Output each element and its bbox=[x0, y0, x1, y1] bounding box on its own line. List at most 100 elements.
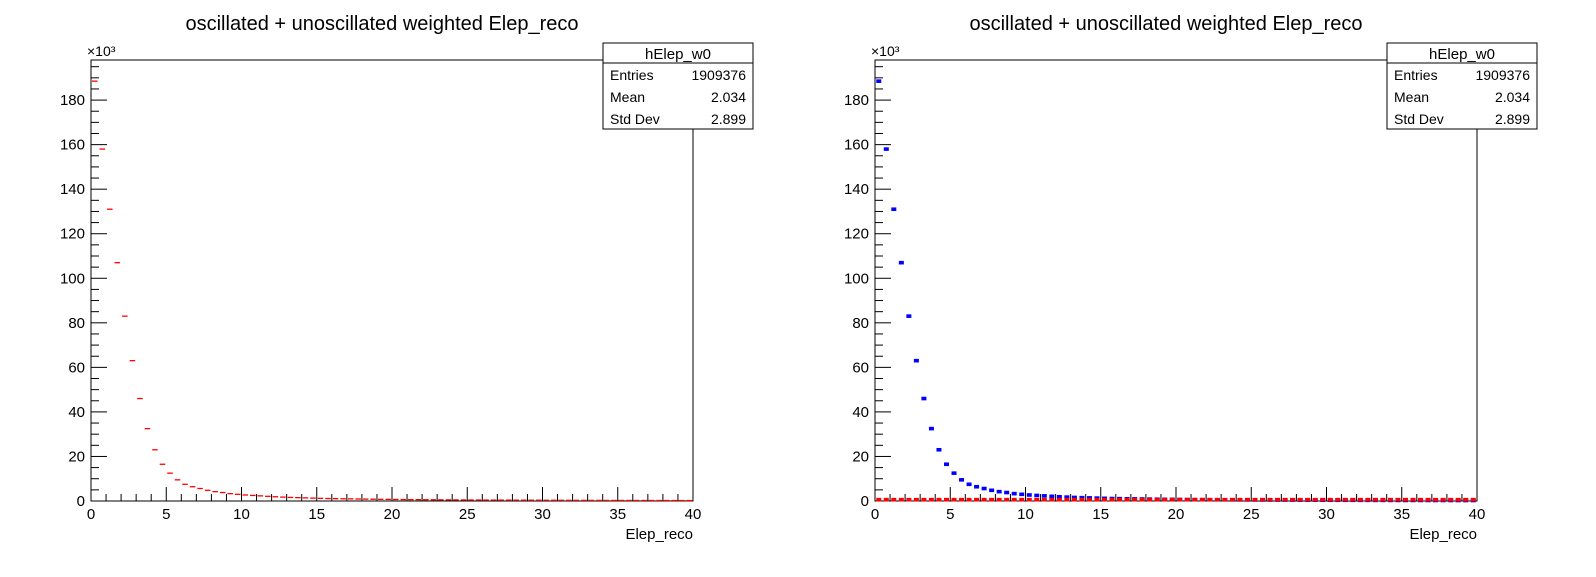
data-point bbox=[989, 497, 995, 502]
y-tick-label: 180 bbox=[60, 92, 85, 109]
y-tick-label: 140 bbox=[60, 181, 85, 198]
stats-box: hElep_w0 Entries 1909376 Mean 2.034 Std Dev 2.… bbox=[602, 42, 754, 130]
x-tick-label: 20 bbox=[384, 506, 401, 523]
data-point bbox=[1162, 497, 1168, 502]
data-point bbox=[1305, 497, 1311, 502]
x-tick-label: 30 bbox=[1318, 506, 1335, 523]
data-point bbox=[936, 497, 942, 502]
y-tick-label: 80 bbox=[68, 315, 85, 332]
stats-row-value: 1909376 bbox=[1475, 67, 1530, 83]
y-tick-label: 60 bbox=[852, 359, 869, 376]
x-tick-label: 25 bbox=[459, 506, 476, 523]
stats-row-value: 2.899 bbox=[711, 111, 746, 127]
series-1 bbox=[92, 80, 692, 502]
data-point bbox=[1011, 497, 1017, 502]
x-axis-label: Elep_reco bbox=[1409, 526, 1477, 543]
chart-title: oscillated + unoscillated weighted Elep_… bbox=[185, 13, 578, 35]
data-point bbox=[1222, 497, 1228, 502]
chart-panel-2: oscillated + unoscillated weighted Elep_… bbox=[844, 13, 1538, 543]
data-point bbox=[1064, 497, 1070, 502]
data-point bbox=[913, 497, 919, 502]
chart-title: oscillated + unoscillated weighted Elep_… bbox=[969, 13, 1362, 35]
data-point bbox=[1041, 497, 1047, 502]
data-point bbox=[1086, 497, 1092, 502]
y-tick-label: 160 bbox=[844, 137, 869, 154]
y-tick-label: 180 bbox=[844, 92, 869, 109]
data-point bbox=[1433, 497, 1439, 502]
data-point bbox=[1350, 497, 1356, 502]
data-point bbox=[1320, 497, 1326, 502]
data-point bbox=[928, 497, 934, 502]
data-point bbox=[996, 497, 1002, 502]
y-tick-label: 80 bbox=[852, 315, 869, 332]
data-point bbox=[981, 486, 987, 491]
data-point bbox=[1455, 497, 1461, 502]
data-point bbox=[1177, 497, 1183, 502]
x-tick-label: 30 bbox=[534, 506, 551, 523]
chart-panel-1: oscillated + unoscillated weighted Elep_… bbox=[60, 13, 754, 543]
data-point bbox=[1380, 497, 1386, 502]
data-point bbox=[1425, 497, 1431, 502]
data-point bbox=[1282, 497, 1288, 502]
x-tick-label: 0 bbox=[87, 506, 95, 523]
data-point bbox=[913, 358, 919, 363]
data-point bbox=[883, 497, 889, 502]
data-point bbox=[1275, 497, 1281, 502]
data-point bbox=[928, 426, 934, 431]
stats-row-value: 2.034 bbox=[711, 89, 746, 105]
data-point bbox=[936, 447, 942, 452]
data-point bbox=[1199, 497, 1205, 502]
data-point bbox=[1056, 494, 1062, 499]
y-tick-label: 140 bbox=[844, 181, 869, 198]
data-point bbox=[876, 79, 882, 83]
data-point bbox=[1109, 497, 1115, 502]
data-point bbox=[974, 497, 980, 502]
y-tick-label: 60 bbox=[68, 359, 85, 376]
data-point bbox=[921, 497, 927, 502]
data-point bbox=[1267, 497, 1273, 502]
data-point bbox=[1132, 497, 1138, 502]
data-point bbox=[1034, 497, 1040, 502]
data-point bbox=[921, 396, 927, 401]
stats-row-label: Mean bbox=[1394, 89, 1429, 105]
data-point bbox=[1365, 497, 1371, 502]
stats-row-label: Entries bbox=[1394, 67, 1438, 83]
data-point bbox=[1071, 495, 1077, 500]
data-point bbox=[1056, 497, 1062, 502]
y-tick-label: 40 bbox=[852, 404, 869, 421]
data-point bbox=[1448, 497, 1454, 502]
data-point bbox=[1049, 494, 1055, 499]
data-point bbox=[1004, 490, 1010, 495]
data-point bbox=[891, 497, 897, 502]
data-point bbox=[1139, 497, 1145, 502]
data-point bbox=[1071, 497, 1077, 502]
data-point bbox=[966, 482, 972, 487]
stats-box-frame bbox=[602, 42, 754, 130]
stats-row-value: 2.899 bbox=[1495, 111, 1530, 127]
data-point bbox=[981, 497, 987, 502]
data-point bbox=[959, 497, 965, 502]
y-tick-label: 20 bbox=[852, 448, 869, 465]
data-point bbox=[906, 314, 912, 318]
x-tick-label: 10 bbox=[1017, 506, 1034, 523]
data-point bbox=[1327, 497, 1333, 502]
data-point bbox=[1237, 497, 1243, 502]
data-point bbox=[1041, 494, 1047, 498]
x-tick-label: 0 bbox=[871, 506, 879, 523]
data-point bbox=[1192, 497, 1198, 502]
data-point bbox=[1395, 497, 1401, 502]
data-point bbox=[1147, 497, 1153, 502]
x-tick-label: 35 bbox=[609, 506, 626, 523]
data-point bbox=[1244, 497, 1250, 502]
data-point bbox=[1154, 497, 1160, 502]
y-tick-label: 100 bbox=[60, 270, 85, 287]
data-point bbox=[966, 497, 972, 502]
data-point bbox=[1184, 497, 1190, 502]
x-tick-label: 5 bbox=[946, 506, 954, 523]
data-point bbox=[1094, 497, 1100, 502]
data-point bbox=[943, 497, 949, 502]
data-point bbox=[1297, 497, 1303, 502]
x-tick-label: 15 bbox=[308, 506, 325, 523]
data-point bbox=[959, 478, 965, 482]
